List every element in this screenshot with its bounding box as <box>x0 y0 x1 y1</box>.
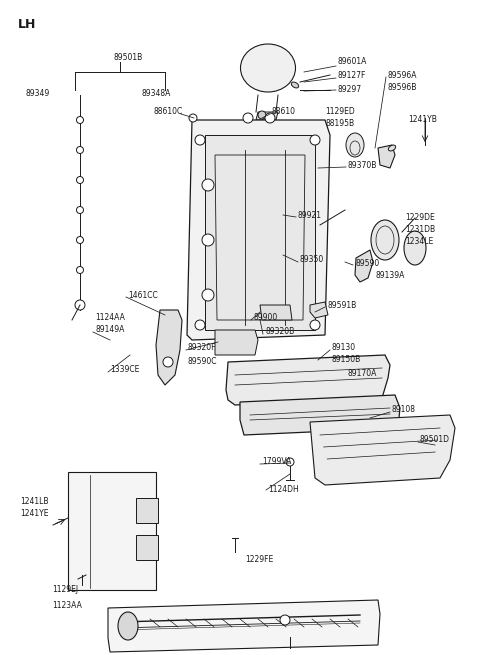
Bar <box>68 472 156 590</box>
Text: 1241YB: 1241YB <box>408 115 437 124</box>
Text: 1241YE: 1241YE <box>20 510 48 519</box>
Circle shape <box>76 236 84 244</box>
Text: 89501D: 89501D <box>420 436 450 445</box>
Text: 1129EJ: 1129EJ <box>52 586 78 595</box>
Ellipse shape <box>404 231 426 265</box>
Text: 1241LB: 1241LB <box>20 498 48 506</box>
Text: 89596B: 89596B <box>388 83 418 92</box>
Polygon shape <box>240 395 400 435</box>
Text: 89320F: 89320F <box>188 343 216 352</box>
Polygon shape <box>156 310 182 385</box>
Polygon shape <box>205 135 315 330</box>
Circle shape <box>76 267 84 274</box>
Text: 89921: 89921 <box>298 210 322 219</box>
Circle shape <box>189 114 197 122</box>
Circle shape <box>202 179 214 191</box>
Polygon shape <box>256 112 278 120</box>
Text: 89130: 89130 <box>332 343 356 352</box>
Text: 88610C: 88610C <box>154 107 183 117</box>
Circle shape <box>265 113 275 123</box>
Text: 89590C: 89590C <box>188 358 217 367</box>
Bar <box>136 498 158 523</box>
Text: 1339CE: 1339CE <box>110 365 139 375</box>
Text: 89127F: 89127F <box>338 71 366 81</box>
Circle shape <box>195 320 205 330</box>
Polygon shape <box>187 120 330 340</box>
Text: 89370B: 89370B <box>348 160 377 170</box>
Circle shape <box>258 111 266 119</box>
Polygon shape <box>378 145 395 168</box>
Text: 89297: 89297 <box>338 86 362 94</box>
Text: 1229FE: 1229FE <box>245 555 273 565</box>
Text: 1124AA: 1124AA <box>95 314 125 322</box>
Text: 1123AA: 1123AA <box>52 601 82 610</box>
Ellipse shape <box>371 220 399 260</box>
Text: 1799VA: 1799VA <box>262 457 291 466</box>
Polygon shape <box>310 415 455 485</box>
Text: 89150B: 89150B <box>332 356 361 364</box>
Text: LH: LH <box>18 18 36 31</box>
Circle shape <box>310 135 320 145</box>
Text: 1129ED: 1129ED <box>325 107 355 117</box>
Text: 1229DE: 1229DE <box>405 214 435 223</box>
Circle shape <box>280 615 290 625</box>
Ellipse shape <box>346 133 364 157</box>
Text: 89350: 89350 <box>300 255 324 265</box>
Circle shape <box>76 117 84 124</box>
Text: 1461CC: 1461CC <box>128 291 158 299</box>
Text: 1234LE: 1234LE <box>405 238 433 246</box>
Text: 89590: 89590 <box>355 259 379 267</box>
Circle shape <box>310 320 320 330</box>
Circle shape <box>76 206 84 214</box>
Ellipse shape <box>118 612 138 640</box>
Text: 89348A: 89348A <box>142 90 171 98</box>
Circle shape <box>202 289 214 301</box>
Text: 88195B: 88195B <box>325 119 354 128</box>
Text: 89108: 89108 <box>392 405 416 415</box>
Text: 89501B: 89501B <box>113 53 143 62</box>
Circle shape <box>76 147 84 153</box>
Text: 88610: 88610 <box>272 107 296 117</box>
Ellipse shape <box>291 82 299 88</box>
Ellipse shape <box>388 145 396 151</box>
Circle shape <box>243 113 253 123</box>
Polygon shape <box>226 355 390 405</box>
Text: 89349: 89349 <box>26 90 50 98</box>
Text: 1124DH: 1124DH <box>268 485 299 495</box>
Polygon shape <box>355 250 373 282</box>
Text: 89596A: 89596A <box>388 71 418 79</box>
Text: 89149A: 89149A <box>95 326 124 335</box>
Polygon shape <box>260 305 292 320</box>
Bar <box>136 535 158 560</box>
Polygon shape <box>108 600 380 652</box>
Text: 1231DB: 1231DB <box>405 225 435 234</box>
Circle shape <box>286 458 294 466</box>
Text: 89320B: 89320B <box>265 328 294 337</box>
Circle shape <box>195 135 205 145</box>
Polygon shape <box>310 302 328 318</box>
Text: 89139A: 89139A <box>375 271 404 280</box>
Ellipse shape <box>240 44 296 92</box>
Polygon shape <box>215 330 258 355</box>
Text: 89170A: 89170A <box>348 369 377 379</box>
Text: 89591B: 89591B <box>327 301 356 310</box>
Circle shape <box>76 176 84 183</box>
Text: 89900: 89900 <box>253 314 277 322</box>
Circle shape <box>202 234 214 246</box>
Circle shape <box>163 357 173 367</box>
Circle shape <box>75 300 85 310</box>
Text: 89601A: 89601A <box>338 58 367 67</box>
